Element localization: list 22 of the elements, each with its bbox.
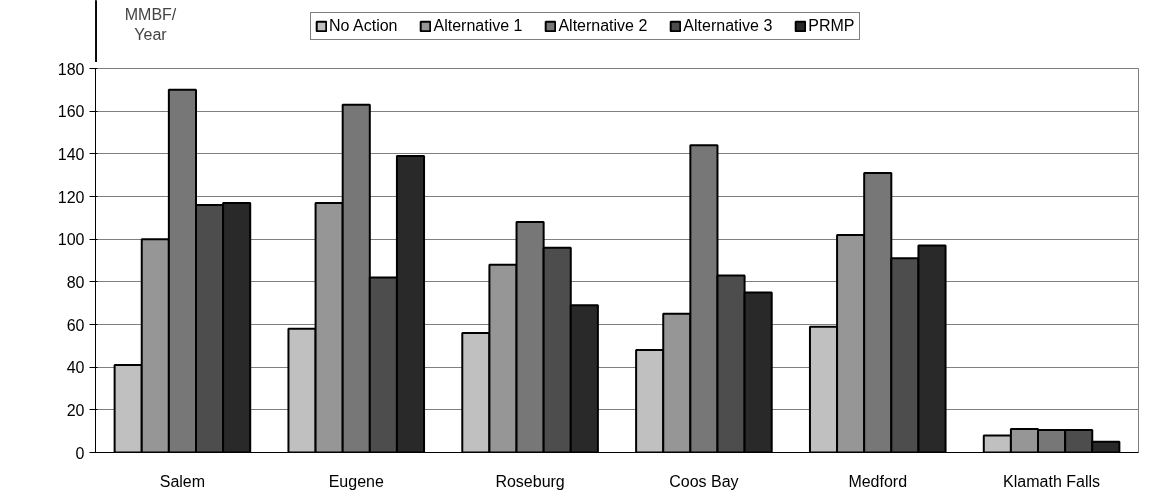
- y-tick-label: 20: [66, 401, 85, 419]
- y-tick-label: 120: [57, 188, 85, 206]
- legend-label: PRMP: [808, 17, 855, 35]
- y-tick-label: 100: [57, 231, 85, 249]
- y-tick-label: 0: [75, 444, 85, 462]
- x-tick-label: Salem: [159, 472, 206, 490]
- x-tick-label: Coos Bay: [669, 472, 739, 490]
- x-tick-label: Klamath Falls: [1003, 472, 1101, 490]
- x-tick-label: Medford: [848, 472, 908, 490]
- y-axis-title: MMBF/ Year: [124, 5, 177, 43]
- x-tick-label: Roseburg: [495, 472, 565, 490]
- y-tick-label: 60: [66, 316, 85, 334]
- x-tick-label: Eugene: [328, 472, 384, 490]
- y-tick-label: 40: [66, 359, 85, 377]
- y-tick-label: 80: [66, 273, 85, 291]
- legend-label: No Action: [329, 17, 398, 35]
- legend-label: Alternative 3: [683, 17, 773, 35]
- y-tick-label: 160: [57, 103, 85, 121]
- legend-label: Alternative 2: [558, 17, 648, 35]
- legend-label: Alternative 1: [433, 17, 523, 35]
- y-tick-label: 180: [57, 60, 85, 78]
- y-tick-label: 140: [57, 145, 85, 163]
